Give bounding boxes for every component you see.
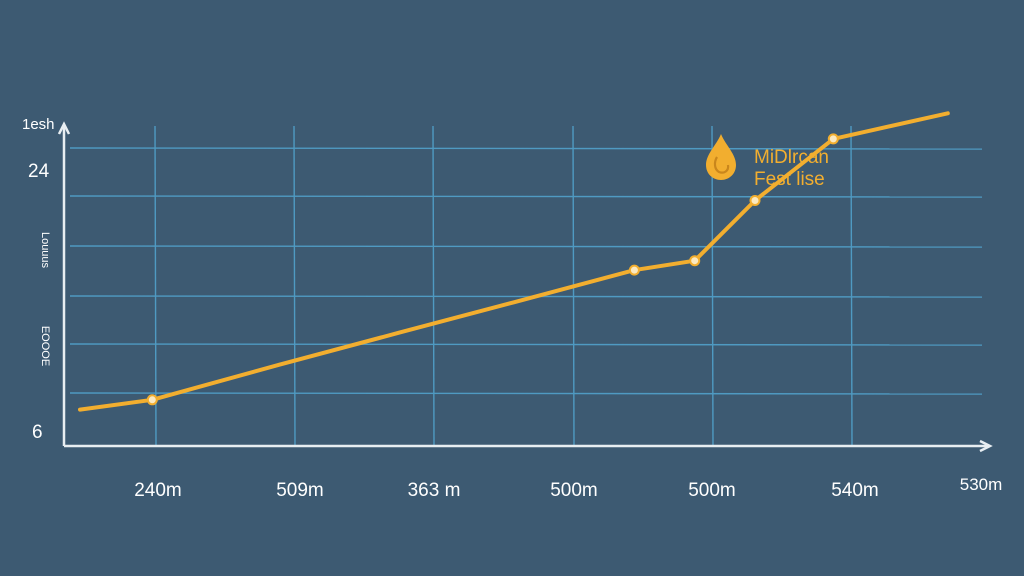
y-tick-label: 24: [28, 161, 50, 182]
data-point: [628, 264, 640, 276]
x-tick-label: 240m: [134, 480, 182, 501]
x-tick-label: 363 m: [408, 480, 461, 501]
grid-line-horizontal: [69, 147, 983, 150]
tick-labels: 240m 509m 363 m 500m 500m 540m 530m 24 6…: [22, 116, 1002, 501]
x-tick-label: 540m: [831, 480, 879, 501]
data-point: [689, 255, 701, 267]
data-point: [146, 394, 158, 406]
y-tick-label: 6: [32, 422, 43, 443]
x-axis-arrow: [979, 439, 993, 453]
grid-line-vertical: [850, 125, 853, 447]
grid-line-vertical: [432, 125, 435, 447]
grid: [69, 125, 983, 447]
x-tick-label: 500m: [688, 480, 736, 501]
grid-line-horizontal: [69, 343, 983, 346]
grid-line-vertical: [293, 125, 296, 447]
x-tick-label: 500m: [550, 480, 598, 501]
axes: [57, 121, 993, 453]
y-axis-label-top: 1esh: [22, 116, 55, 133]
y-axis-arrow: [57, 121, 71, 135]
grid-line-horizontal: [69, 295, 983, 298]
series: [78, 111, 950, 412]
legend: MiDlrcan Fest lise: [706, 134, 829, 190]
y-axis-label-middle: Louuus: [39, 232, 51, 269]
legend-label-line-2: Fest lise: [754, 169, 825, 190]
grid-line-horizontal: [69, 245, 983, 248]
legend-label-line-1: MiDlrcan: [754, 147, 829, 168]
grid-line-horizontal: [69, 195, 983, 198]
x-tick-label: 530m: [960, 475, 1003, 494]
data-point: [749, 195, 761, 206]
x-tick-label: 509m: [276, 480, 324, 501]
data-point: [827, 133, 839, 145]
drop-icon: [706, 134, 736, 180]
grid-line-vertical: [711, 125, 714, 447]
grid-line-vertical: [154, 125, 157, 447]
y-axis-label-lower: EOOOE: [39, 326, 51, 366]
series-line: [78, 111, 950, 412]
grid-line-horizontal: [69, 392, 983, 395]
